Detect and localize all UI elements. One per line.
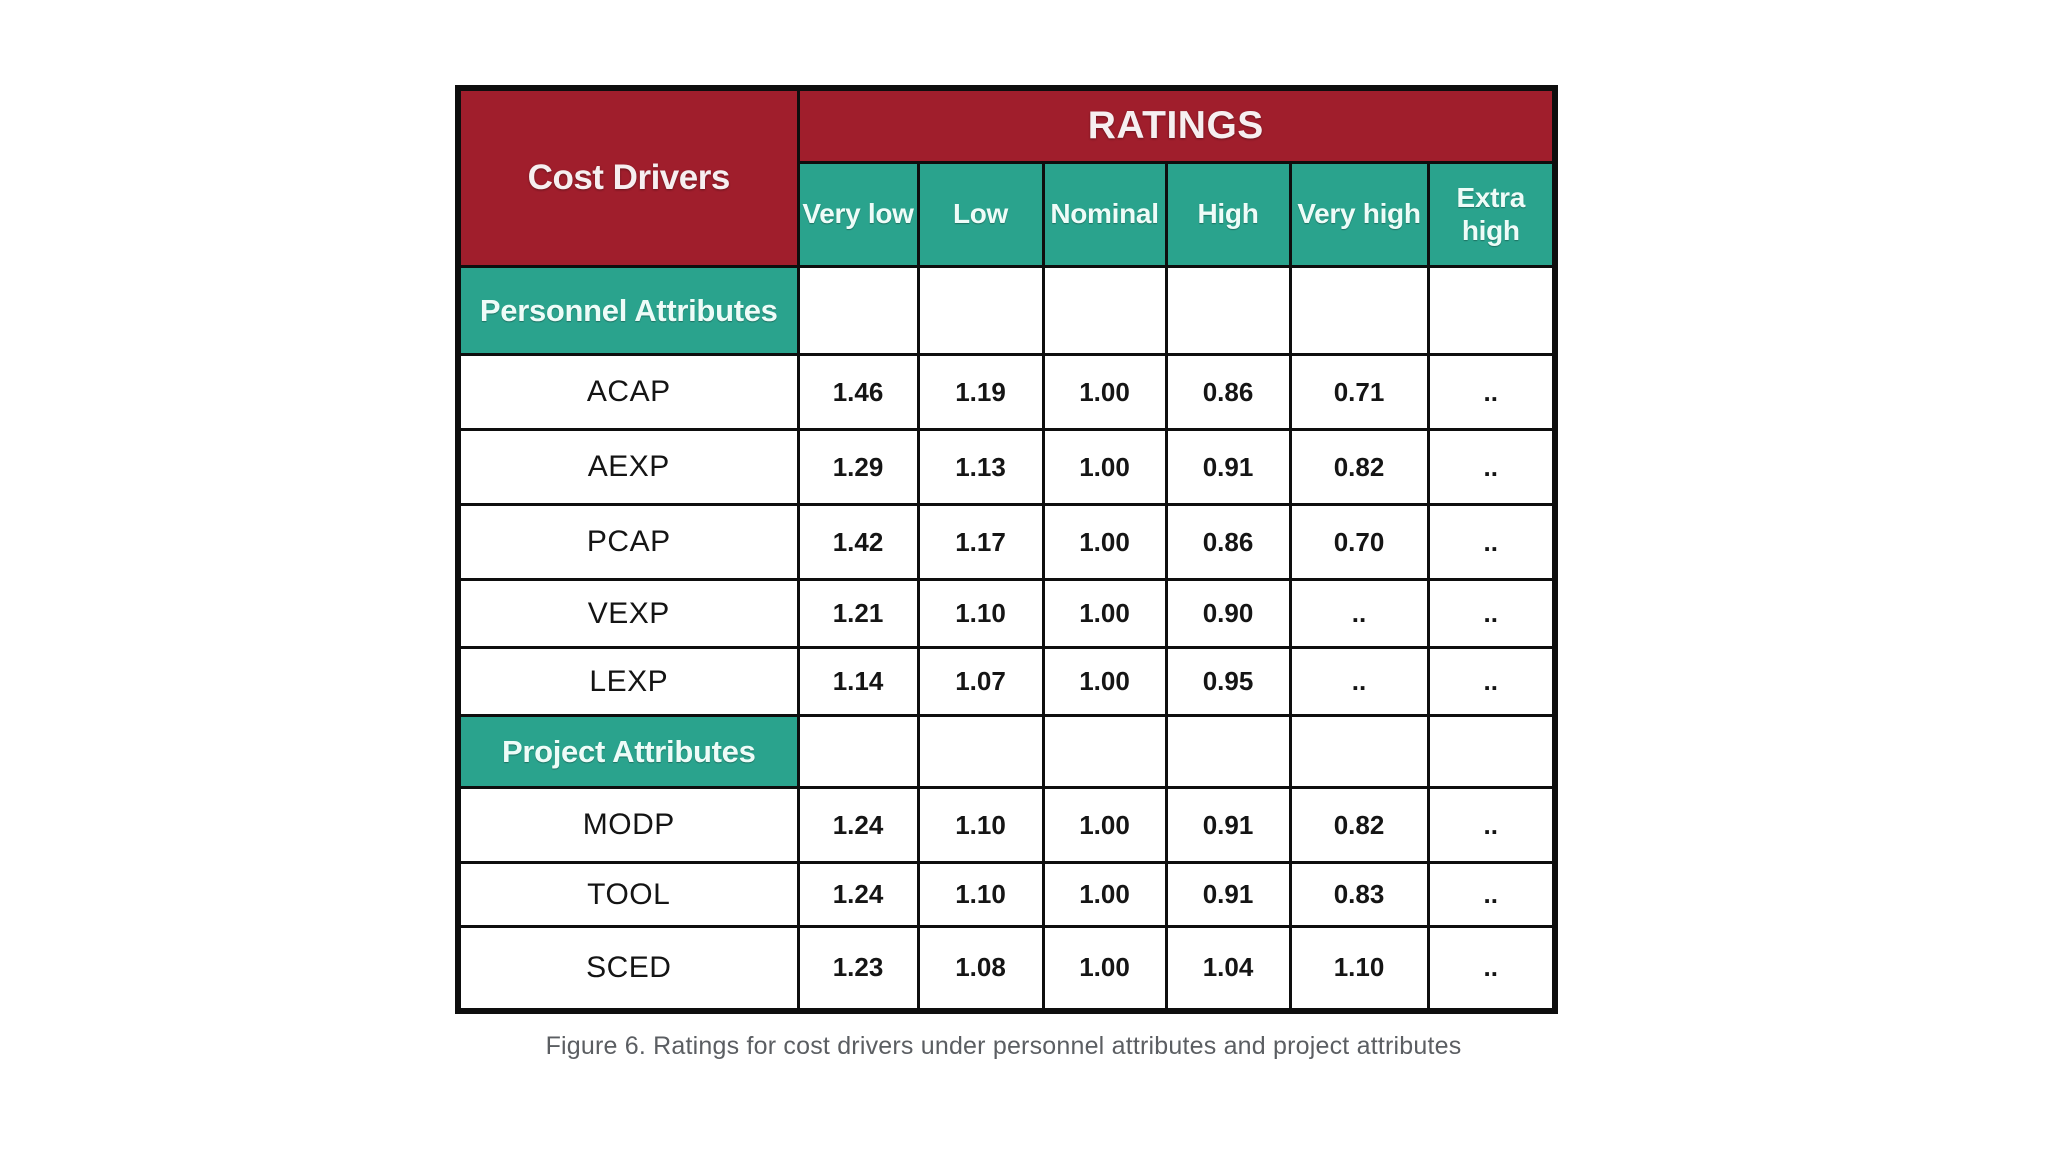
rating-value-cell: 1.17 (916, 503, 1045, 581)
corner-header-cost-drivers: Cost Drivers (456, 86, 800, 268)
rating-value-cell: 0.95 (1164, 646, 1292, 717)
driver-name-cell: TOOL (456, 861, 800, 928)
section-label-project-attributes: Project Attributes (456, 714, 800, 789)
rating-value-cell: 1.00 (1041, 353, 1168, 431)
rating-value-cell: 0.71 (1288, 353, 1430, 431)
table-row-vexp: VEXP 1.21 1.10 1.00 0.90 .. .. (456, 578, 1557, 649)
rating-value-cell: .. (1288, 578, 1430, 649)
rating-value-cell: 1.08 (916, 925, 1045, 1012)
rating-value-cell: .. (1426, 861, 1557, 928)
empty-cell (796, 265, 920, 356)
driver-name-cell: SCED (456, 925, 800, 1012)
rating-value-cell: .. (1426, 925, 1557, 1012)
rating-value-cell: .. (1426, 353, 1557, 431)
table-row-sced: SCED 1.23 1.08 1.00 1.04 1.10 .. (456, 925, 1557, 1012)
rating-value-cell: 1.21 (796, 578, 920, 649)
rating-value-cell: 1.00 (1041, 578, 1168, 649)
rating-value-cell: 1.00 (1041, 925, 1168, 1012)
driver-name-cell: VEXP (456, 578, 800, 649)
rating-value-cell: 1.00 (1041, 786, 1168, 864)
empty-cell (1041, 265, 1168, 356)
rating-value-cell: 1.23 (796, 925, 920, 1012)
rating-value-cell: 1.42 (796, 503, 920, 581)
header-row: Cost Drivers RATINGS (456, 86, 1557, 268)
rating-value-cell: 1.14 (796, 646, 920, 717)
empty-cell (1288, 265, 1430, 356)
rating-value-cell: 1.00 (1041, 861, 1168, 928)
rating-levels-row: Very low Low Nominal High Very high Extr… (458, 161, 1557, 268)
rating-value-cell: .. (1426, 786, 1557, 864)
table-row-acap: ACAP 1.46 1.19 1.00 0.86 0.71 .. (456, 353, 1557, 431)
rating-value-cell: 0.91 (1164, 428, 1292, 506)
rating-value-cell: .. (1426, 428, 1557, 506)
rating-value-cell: .. (1426, 503, 1557, 581)
rating-value-cell: 1.00 (1041, 503, 1168, 581)
empty-cell (1164, 265, 1292, 356)
rating-value-cell: 1.10 (916, 786, 1045, 864)
table-row-aexp: AEXP 1.29 1.13 1.00 0.91 0.82 .. (456, 428, 1557, 506)
column-header-very-low: Very low (796, 161, 920, 268)
rating-value-cell: 1.10 (1288, 925, 1430, 1012)
column-header-low: Low (916, 161, 1045, 268)
section-row-personnel: Personnel Attributes (456, 265, 1557, 356)
empty-cell (1426, 714, 1557, 789)
rating-value-cell: 1.46 (796, 353, 920, 431)
rating-value-cell: .. (1426, 578, 1557, 649)
rating-value-cell: 0.90 (1164, 578, 1292, 649)
rating-value-cell: 0.86 (1164, 503, 1292, 581)
rating-value-cell: 1.00 (1041, 428, 1168, 506)
rating-value-cell: 1.10 (916, 861, 1045, 928)
empty-cell (796, 714, 920, 789)
figure-caption: Figure 6. Ratings for cost drivers under… (545, 1032, 1462, 1060)
empty-cell (916, 714, 1045, 789)
column-header-very-high: Very high (1288, 161, 1430, 268)
column-header-high: High (1164, 161, 1292, 268)
rating-value-cell: .. (1426, 646, 1557, 717)
driver-name-cell: LEXP (456, 646, 800, 717)
empty-cell (1041, 714, 1168, 789)
empty-cell (1288, 714, 1430, 789)
rating-value-cell: 0.86 (1164, 353, 1292, 431)
rating-value-cell: 0.91 (1164, 786, 1292, 864)
table-row-tool: TOOL 1.24 1.10 1.00 0.91 0.83 .. (456, 861, 1557, 928)
table-row-lexp: LEXP 1.14 1.07 1.00 0.95 .. .. (456, 646, 1557, 717)
driver-name-cell: PCAP (456, 503, 800, 581)
rating-value-cell: 0.70 (1288, 503, 1430, 581)
driver-name-cell: MODP (456, 786, 800, 864)
driver-name-cell: AEXP (456, 428, 800, 506)
rating-value-cell: 1.19 (916, 353, 1045, 431)
table-row-modp: MODP 1.24 1.10 1.00 0.91 0.82 .. (456, 786, 1557, 864)
rating-value-cell: 0.82 (1288, 786, 1430, 864)
rating-value-cell: 1.24 (796, 861, 920, 928)
empty-cell (1164, 714, 1292, 789)
rating-value-cell: 0.91 (1164, 861, 1292, 928)
column-header-nominal: Nominal (1041, 161, 1168, 268)
empty-cell (1426, 265, 1557, 356)
ratings-header: RATINGS (796, 86, 1557, 164)
rating-value-cell: 1.04 (1164, 925, 1292, 1012)
ratings-table: Cost Drivers RATINGS Very low Low Nomina… (455, 85, 1559, 1014)
section-label-personnel-attributes: Personnel Attributes (456, 265, 800, 356)
rating-value-cell: 0.82 (1288, 428, 1430, 506)
rating-value-cell: 1.24 (796, 786, 920, 864)
rating-value-cell: 1.13 (916, 428, 1045, 506)
section-row-project: Project Attributes (456, 714, 1557, 789)
column-header-extra-high: Extra high (1426, 161, 1557, 268)
rating-value-cell: .. (1288, 646, 1430, 717)
rating-value-cell: 1.29 (796, 428, 920, 506)
rating-value-cell: 1.00 (1041, 646, 1168, 717)
table-row-pcap: PCAP 1.42 1.17 1.00 0.86 0.70 .. (456, 503, 1557, 581)
empty-cell (916, 265, 1045, 356)
rating-value-cell: 0.83 (1288, 861, 1430, 928)
rating-value-cell: 1.07 (916, 646, 1045, 717)
rating-value-cell: 1.10 (916, 578, 1045, 649)
driver-name-cell: ACAP (456, 353, 800, 431)
